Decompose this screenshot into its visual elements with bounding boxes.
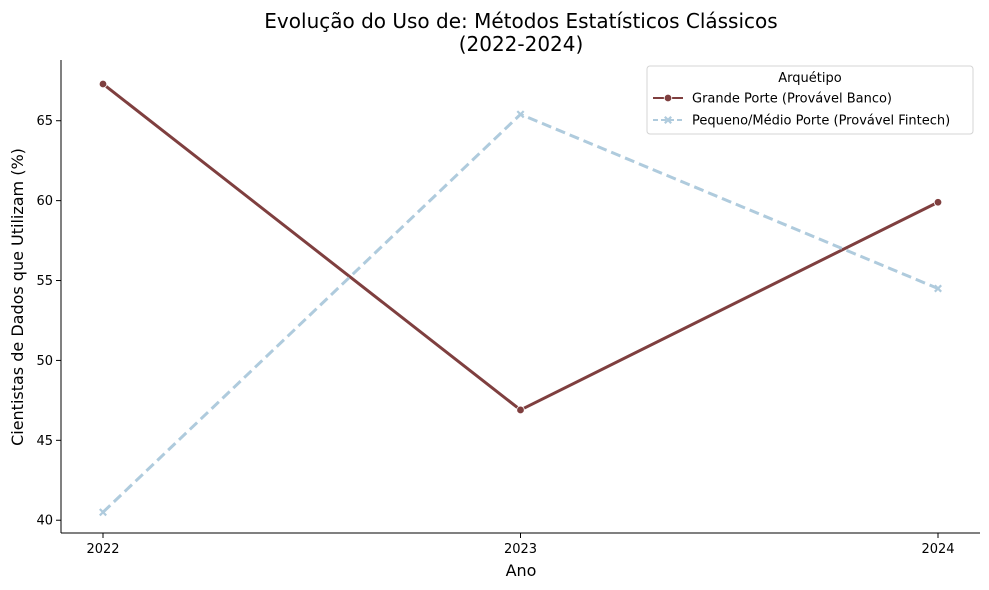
chart-title-line-2: (2022-2024) xyxy=(459,32,584,56)
y-tick-label: 50 xyxy=(36,354,53,369)
legend-items: Grande Porte (Provável Banco) Pequeno/Méd… xyxy=(653,92,950,129)
series-1-point xyxy=(934,284,942,293)
legend-title: Arquétipo xyxy=(778,71,841,86)
x-tick-label: 2022 xyxy=(86,542,119,557)
y-axis-label: Cientistas de Dados que Utilizam (%) xyxy=(8,148,27,446)
series-0-point xyxy=(516,405,525,415)
y-tick-label: 60 xyxy=(36,194,53,209)
x-ticks: 2022 2023 2024 xyxy=(86,533,955,557)
series-1-point xyxy=(516,110,525,119)
legend-swatch-marker xyxy=(664,116,672,124)
legend-item-label: Pequeno/Médio Porte (Provável Fintech) xyxy=(692,114,950,129)
x-axis-label: Ano xyxy=(506,561,537,580)
series-0-point xyxy=(933,198,943,207)
y-tick-label: 65 xyxy=(36,114,53,129)
chart-title-line-1: Evolução do Uso de: Métodos Estatísticos… xyxy=(264,9,777,33)
series-0-point xyxy=(98,79,108,89)
legend-frame xyxy=(646,65,974,135)
y-tick-label: 40 xyxy=(36,514,53,529)
legend-swatch-marker xyxy=(663,93,673,103)
x-tick-label: 2023 xyxy=(504,542,537,557)
series-1-point xyxy=(99,508,107,517)
y-ticks: 40 45 50 55 60 65 xyxy=(36,114,61,529)
x-tick-label: 2024 xyxy=(921,542,954,557)
legend-item-label: Grande Porte (Provável Banco) xyxy=(692,92,892,107)
plot-area: 40 45 50 55 60 65 2022 2023 2024 xyxy=(36,60,980,557)
series-line-1 xyxy=(101,112,939,514)
y-tick-label: 45 xyxy=(36,434,53,449)
y-tick-label: 55 xyxy=(36,274,53,289)
series-layer xyxy=(98,79,943,517)
legend: Arquétipo Grande Porte (Provável Banco) P… xyxy=(646,65,974,135)
